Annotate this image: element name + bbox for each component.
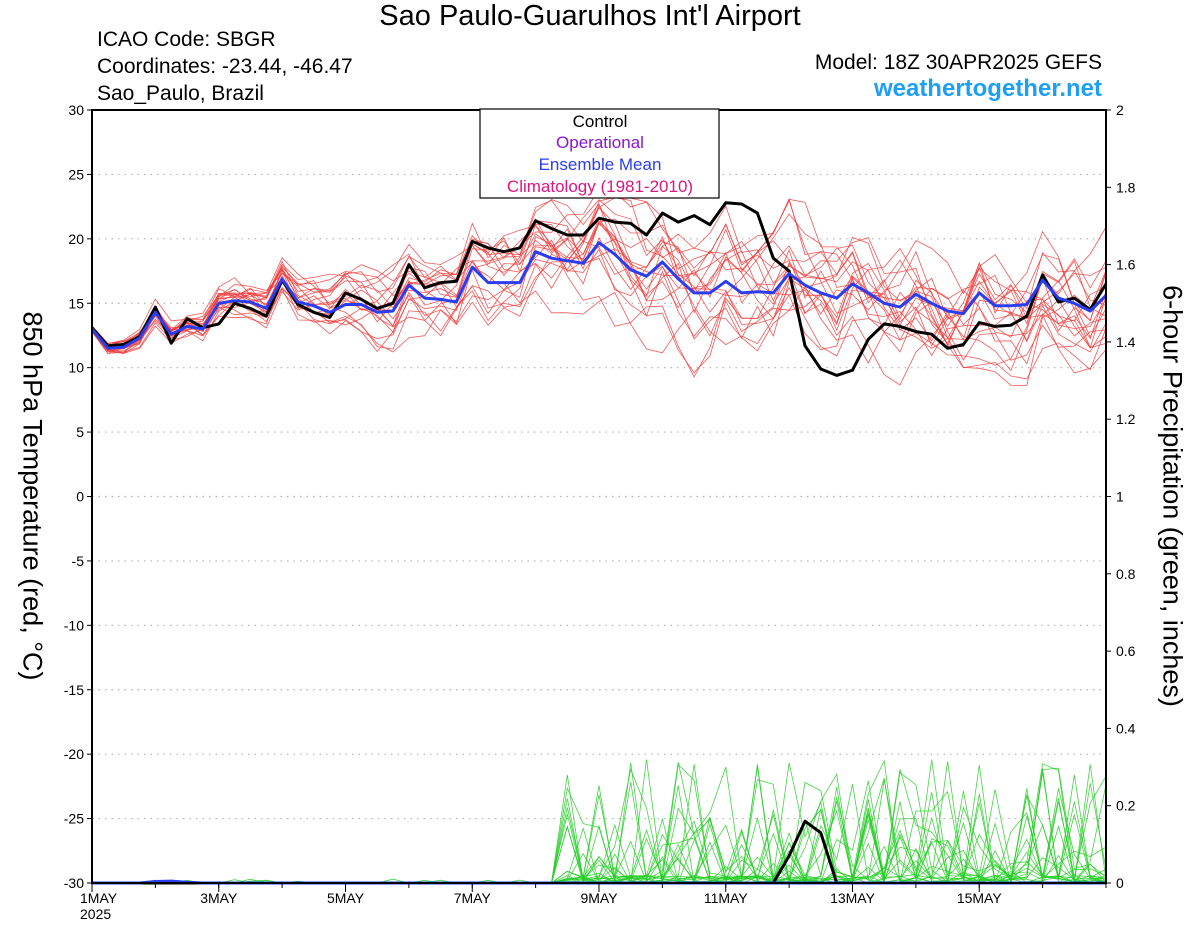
temp-member-line: [91, 240, 1107, 349]
y-right-tick-label: 1.4: [1116, 334, 1136, 350]
y-tick-label: -5: [72, 553, 85, 569]
chart-title: Sao Paulo-Guarulhos Int'l Airport: [379, 0, 801, 32]
temp-member-line: [91, 217, 1107, 350]
y-tick-label: -20: [64, 746, 84, 762]
temp-member-line: [91, 196, 1107, 347]
axis-ticks: 302520151050-5-10-15-20-25-3021.81.61.41…: [64, 102, 1136, 922]
y-right-tick-label: 0.2: [1116, 798, 1136, 814]
site-link[interactable]: weathertogether.net: [873, 75, 1102, 102]
ensemble-members: [91, 188, 1107, 884]
y-right-tick-label: 0: [1116, 875, 1124, 891]
control-temperature-line: [90, 201, 1108, 377]
y-right-tick-label: 0.4: [1116, 720, 1136, 736]
y-tick-label: -25: [64, 811, 84, 827]
x-tick-label: 5MAY: [327, 890, 365, 906]
legend-entry-control: Control: [573, 112, 628, 131]
icao-code: ICAO Code: SBGR: [97, 28, 276, 51]
precip-member-line: [92, 801, 1107, 884]
model-run: Model: 18Z 30APR2025 GEFS: [814, 51, 1102, 74]
legend: Control Operational Ensemble Mean Climat…: [479, 108, 720, 199]
y-tick-label: 15: [68, 295, 84, 311]
y-right-tick-label: 1.8: [1116, 179, 1136, 195]
temp-member-line: [91, 228, 1107, 374]
x-tick-label: 1MAY: [80, 890, 118, 906]
y-tick-label: 0: [76, 489, 84, 505]
legend-box: [479, 108, 720, 199]
temp-member-line: [91, 236, 1107, 380]
y-right-tick-label: 1: [1116, 489, 1124, 505]
y-tick-label: 25: [68, 166, 84, 182]
x-tick-label: 15MAY: [957, 890, 1003, 906]
x-tick-label: 3MAY: [200, 890, 238, 906]
x-tick-label: 7MAY: [454, 890, 492, 906]
x-year-label: 2025: [80, 906, 111, 922]
precip-member-line: [92, 774, 1107, 884]
y-tick-label: -15: [64, 682, 84, 698]
ensemble-mean-temperature-line: [90, 241, 1108, 350]
location: Sao_Paulo, Brazil: [97, 82, 264, 105]
x-tick-label: 11MAY: [704, 890, 748, 906]
y-right-tick-label: 1.6: [1116, 257, 1136, 273]
temp-member-line: [91, 223, 1107, 374]
series-lines: [90, 201, 1108, 885]
legend-entry-operational: Operational: [556, 133, 644, 152]
y-tick-label: -30: [64, 875, 84, 891]
y-tick-label: 30: [68, 102, 84, 118]
temp-member-line: [91, 199, 1107, 357]
y-tick-label: -10: [64, 617, 84, 633]
x-tick-label: 9MAY: [580, 890, 618, 906]
y-tick-label: 5: [76, 424, 84, 440]
legend-entry-ensemble-mean: Ensemble Mean: [539, 155, 662, 174]
precip-member-line: [92, 784, 1107, 884]
coordinates: Coordinates: -23.44, -46.47: [97, 55, 353, 78]
grid: [92, 173, 1106, 820]
precip-member-line: [92, 774, 1107, 884]
y-right-tick-label: 0.6: [1116, 643, 1136, 659]
precip-member-line: [92, 775, 1107, 884]
temp-member-line: [91, 199, 1107, 361]
y-right-tick-label: 0.8: [1116, 566, 1136, 582]
y-right-tick-label: 1.2: [1116, 411, 1136, 427]
y-right-tick-label: 2: [1116, 102, 1124, 118]
x-tick-label: 13MAY: [830, 890, 876, 906]
temp-member-line: [91, 197, 1107, 364]
y-tick-label: 20: [68, 231, 84, 247]
legend-entry-climatology: Climatology (1981-2010): [507, 177, 693, 196]
y-tick-label: 10: [68, 360, 84, 376]
